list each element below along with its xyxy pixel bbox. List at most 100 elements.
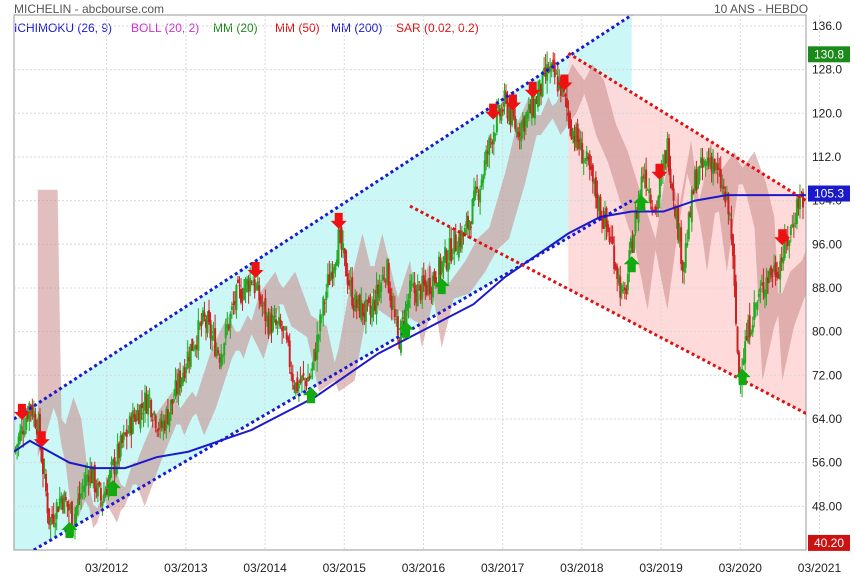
candle-body xyxy=(180,378,183,387)
candle-body xyxy=(620,285,623,294)
y-tick-label: 88.00 xyxy=(812,281,842,295)
candle-body xyxy=(553,61,556,78)
candle-body xyxy=(572,131,575,138)
candle-body xyxy=(632,234,635,253)
candle-body xyxy=(463,228,466,237)
candle-body xyxy=(366,299,369,301)
candle-body xyxy=(255,285,258,289)
candle-body xyxy=(771,275,774,277)
y-tick-label: 96.00 xyxy=(812,237,842,251)
candle-body xyxy=(276,322,279,325)
candle-body xyxy=(375,285,378,315)
candle-body xyxy=(611,236,614,244)
candle-body xyxy=(381,274,384,281)
candle-body xyxy=(517,131,520,138)
candle-body xyxy=(35,428,38,435)
buy-signal-arrow xyxy=(433,278,450,295)
candle-body xyxy=(751,324,754,333)
candle-body xyxy=(430,290,433,294)
candle-body xyxy=(390,295,393,310)
candle-body xyxy=(92,466,95,484)
candle-body xyxy=(49,518,52,526)
candle-body xyxy=(320,317,323,319)
sell-signal-arrow xyxy=(504,94,521,111)
candle-body xyxy=(640,176,643,199)
candle-body xyxy=(473,190,476,202)
candle-body xyxy=(14,447,17,452)
candle-body xyxy=(686,242,689,246)
candle-body xyxy=(428,277,431,295)
candle-body xyxy=(469,226,472,228)
candle-body xyxy=(399,320,402,353)
candle-body xyxy=(721,184,724,189)
candle-body xyxy=(17,436,20,446)
candle-body xyxy=(386,259,389,284)
candle-body xyxy=(285,332,288,340)
candle-body xyxy=(788,240,791,246)
candle-body xyxy=(447,262,450,272)
candle-body xyxy=(410,284,413,286)
candle-body xyxy=(370,306,373,318)
downtrend-upper-line xyxy=(567,51,806,202)
candle-body xyxy=(125,429,128,437)
candle-body xyxy=(238,285,241,287)
candle-body xyxy=(162,420,165,429)
buy-signal-arrow xyxy=(734,369,751,386)
candle-body xyxy=(186,351,189,369)
y-tick-label: 48.00 xyxy=(812,499,842,513)
candle-body xyxy=(148,397,151,399)
candle-body xyxy=(774,262,777,277)
candle-body xyxy=(150,400,153,418)
candle-body xyxy=(319,314,322,332)
candle-body xyxy=(241,298,244,300)
candle-body xyxy=(338,230,341,232)
candle-body xyxy=(217,350,220,354)
candle-body xyxy=(112,459,115,463)
candle-body xyxy=(40,447,43,462)
candle-body xyxy=(604,211,607,228)
candle-body xyxy=(782,257,785,264)
candle-body xyxy=(602,219,605,229)
candle-body xyxy=(756,302,759,310)
candle-body xyxy=(226,324,229,328)
candle-body xyxy=(635,209,638,219)
candle-body xyxy=(654,206,657,211)
candle-body xyxy=(750,332,753,335)
candle-body xyxy=(692,190,695,195)
candle-body xyxy=(689,211,692,217)
mm200-line xyxy=(14,194,806,470)
candle-body xyxy=(533,98,536,119)
candle-body xyxy=(165,408,168,429)
candle-body xyxy=(300,375,303,382)
x-tick-label: 03/2016 xyxy=(402,561,446,575)
candle-body xyxy=(565,98,568,109)
candle-body xyxy=(101,501,104,506)
candle-body xyxy=(96,482,99,497)
candle-body xyxy=(629,238,632,248)
candle-body xyxy=(77,498,80,507)
candle-body xyxy=(658,178,661,198)
candle-body xyxy=(546,64,549,81)
candle-body xyxy=(439,257,442,275)
candle-body xyxy=(792,225,795,227)
candle-body xyxy=(766,277,769,283)
candle-body xyxy=(416,284,419,307)
candle-body xyxy=(270,314,273,334)
candle-body xyxy=(55,502,58,519)
x-tick-label: 03/2021 xyxy=(798,561,842,575)
candle-body xyxy=(474,186,477,196)
candle-body xyxy=(649,194,652,204)
candle-body xyxy=(383,278,386,280)
candle-body xyxy=(140,403,143,409)
sell-signal-arrow xyxy=(33,431,50,448)
candle-body xyxy=(450,238,453,262)
candle-body xyxy=(273,315,276,318)
candle-body xyxy=(19,430,22,442)
candle-body xyxy=(733,254,736,286)
candle-body xyxy=(800,195,803,197)
candle-body xyxy=(677,206,680,240)
candle-body xyxy=(451,257,454,259)
candle-body xyxy=(86,474,89,476)
candle-body xyxy=(288,340,291,368)
candle-body xyxy=(722,186,725,189)
